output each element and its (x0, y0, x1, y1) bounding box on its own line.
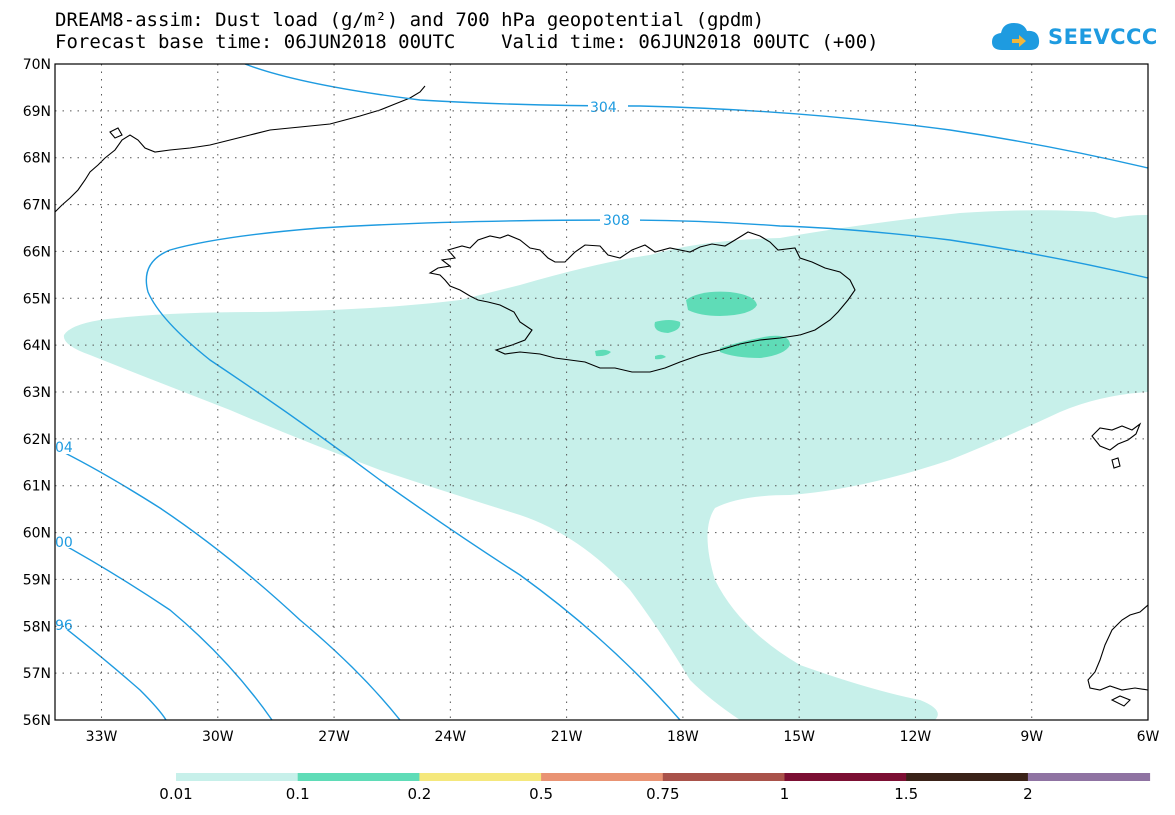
lat-tick-label: 61N (23, 479, 51, 495)
colorbar: 0.01 0.1 0.2 0.5 0.75 1 1.5 2 (159, 773, 1151, 803)
contour-label: 308 (603, 213, 630, 229)
lon-tick-label: 12W (900, 729, 932, 745)
colorbar-label: 1 (780, 785, 790, 803)
dust-area-mid (686, 291, 757, 316)
colorbar-label: 0.1 (286, 785, 310, 803)
seevccc-logo: SEEVCCC (990, 18, 1170, 58)
colorbar-label: 2 (1023, 785, 1033, 803)
lon-tick-label: 15W (783, 729, 815, 745)
lat-tick-label: 69N (23, 104, 51, 120)
lat-tick-label: 63N (23, 385, 51, 401)
chart-title: DREAM8-assim: Dust load (g/m²) and 700 h… (55, 9, 765, 31)
dust-area-low (63, 210, 1148, 720)
lat-tick-label: 58N (23, 619, 51, 635)
contour-label: 304 (590, 100, 617, 116)
forecast-time-line: Forecast base time: 06JUN2018 00UTC Vali… (55, 31, 879, 53)
lat-tick-label: 59N (23, 572, 51, 588)
lon-tick-label: 6W (1137, 729, 1160, 745)
lat-tick-label: 66N (23, 244, 51, 260)
coastline (55, 85, 1148, 707)
lat-tick-label: 64N (23, 338, 51, 354)
colorbar-swatch (541, 773, 664, 781)
lon-tick-label: 18W (667, 729, 699, 745)
dust-area-mid (720, 335, 790, 358)
lat-tick-label: 56N (23, 713, 51, 729)
logo-text: SEEVCCC (1048, 25, 1158, 49)
lat-tick-label: 60N (23, 526, 51, 542)
colorbar-swatch (419, 773, 542, 781)
contour-label: 00 (55, 535, 73, 551)
colorbar-swatch (1027, 773, 1151, 781)
dust-area-mid (654, 320, 681, 333)
lat-tick-label: 65N (23, 291, 51, 307)
lat-tick-label: 67N (23, 198, 51, 214)
geopotential-contour (55, 64, 1148, 720)
contour-label: 04 (55, 440, 73, 456)
cloud-icon (992, 23, 1040, 50)
lat-tick-label: 70N (23, 57, 51, 73)
colorbar-swatch (906, 773, 1029, 781)
lat-tick-label: 68N (23, 151, 51, 167)
lon-tick-label: 33W (86, 729, 118, 745)
colorbar-swatch (784, 773, 907, 781)
colorbar-label: 1.5 (894, 785, 918, 803)
colorbar-label: 0.75 (646, 785, 679, 803)
colorbar-label: 0.01 (159, 785, 192, 803)
lon-tick-label: 24W (435, 729, 467, 745)
dust-area-mid (595, 349, 611, 357)
map-frame (54, 63, 1149, 721)
colorbar-swatch (662, 773, 785, 781)
lat-tick-label: 57N (23, 666, 51, 682)
colorbar-swatch (176, 773, 299, 781)
lon-tick-label: 27W (318, 729, 350, 745)
colorbar-label: 0.2 (407, 785, 431, 803)
lon-tick-label: 30W (202, 729, 234, 745)
dust-area-mid (655, 354, 666, 360)
colorbar-swatch (297, 773, 420, 781)
lon-tick-label: 9W (1020, 729, 1043, 745)
colorbar-label: 0.5 (529, 785, 553, 803)
lat-tick-label: 62N (23, 432, 51, 448)
lon-tick-label: 21W (551, 729, 583, 745)
